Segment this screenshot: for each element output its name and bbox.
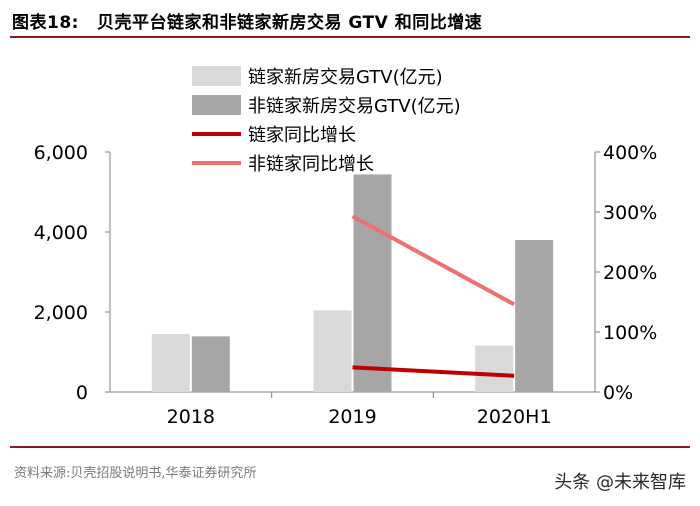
right-tick-label: 400% [603, 142, 657, 164]
lianjia-growth-line [352, 365, 515, 378]
source-note: 资料来源:贝壳招股说明书,华泰证券研究所 [14, 466, 257, 481]
legend-label-lianjia-line: 链家同比增长 [248, 125, 356, 146]
x-tick-label: 2020H1 [477, 406, 552, 428]
legend-swatch-lianjia-bar [192, 66, 241, 86]
left-tick-label: 6,000 [34, 142, 88, 164]
lianjia-bar-2019 [313, 310, 352, 392]
non-lianjia-bar-2019 [353, 174, 392, 392]
lines [351, 214, 516, 378]
left-tick-label: 2,000 [34, 302, 88, 324]
non-lianjia-growth-line [351, 214, 516, 307]
x-tick-label: 2018 [167, 406, 215, 428]
figure-title-text: 贝壳平台链家和非链家新房交易 GTV 和同比增速 [96, 13, 483, 33]
legend-label-non-lianjia-line: 非链家同比增长 [248, 154, 374, 175]
title-rule [10, 36, 690, 38]
non-lianjia-bar-2018 [191, 336, 230, 392]
left-tick-label: 0 [76, 382, 88, 404]
bars [151, 174, 554, 392]
figure-title: 图表18: 贝壳平台链家和非链家新房交易 GTV 和同比增速 [12, 8, 482, 33]
left-tick-label: 4,000 [34, 222, 88, 244]
watermark: 头条 @未来智库 [554, 472, 686, 493]
lianjia-bar-2020h1 [475, 345, 514, 392]
right-tick-label: 100% [603, 322, 657, 344]
lianjia-bar-2018 [151, 334, 190, 392]
figure-label: 图表18: [12, 13, 79, 33]
footer-rule [10, 446, 690, 448]
legend-label-lianjia-bar: 链家新房交易GTV(亿元) [248, 67, 443, 88]
x-tick-label: 2019 [328, 406, 376, 428]
legend-label-non-lianjia-bar: 非链家新房交易GTV(亿元) [248, 96, 461, 117]
legend-swatch-non-lianjia-bar [192, 95, 241, 115]
right-tick-label: 300% [603, 202, 657, 224]
right-tick-label: 0% [603, 382, 633, 404]
axes: 0 2,000 4,000 6,000 0% 100% 200% 300% 400% 2018 20… [34, 142, 658, 428]
non-lianjia-bar-2020h1 [515, 240, 554, 392]
right-tick-label: 200% [603, 262, 657, 284]
